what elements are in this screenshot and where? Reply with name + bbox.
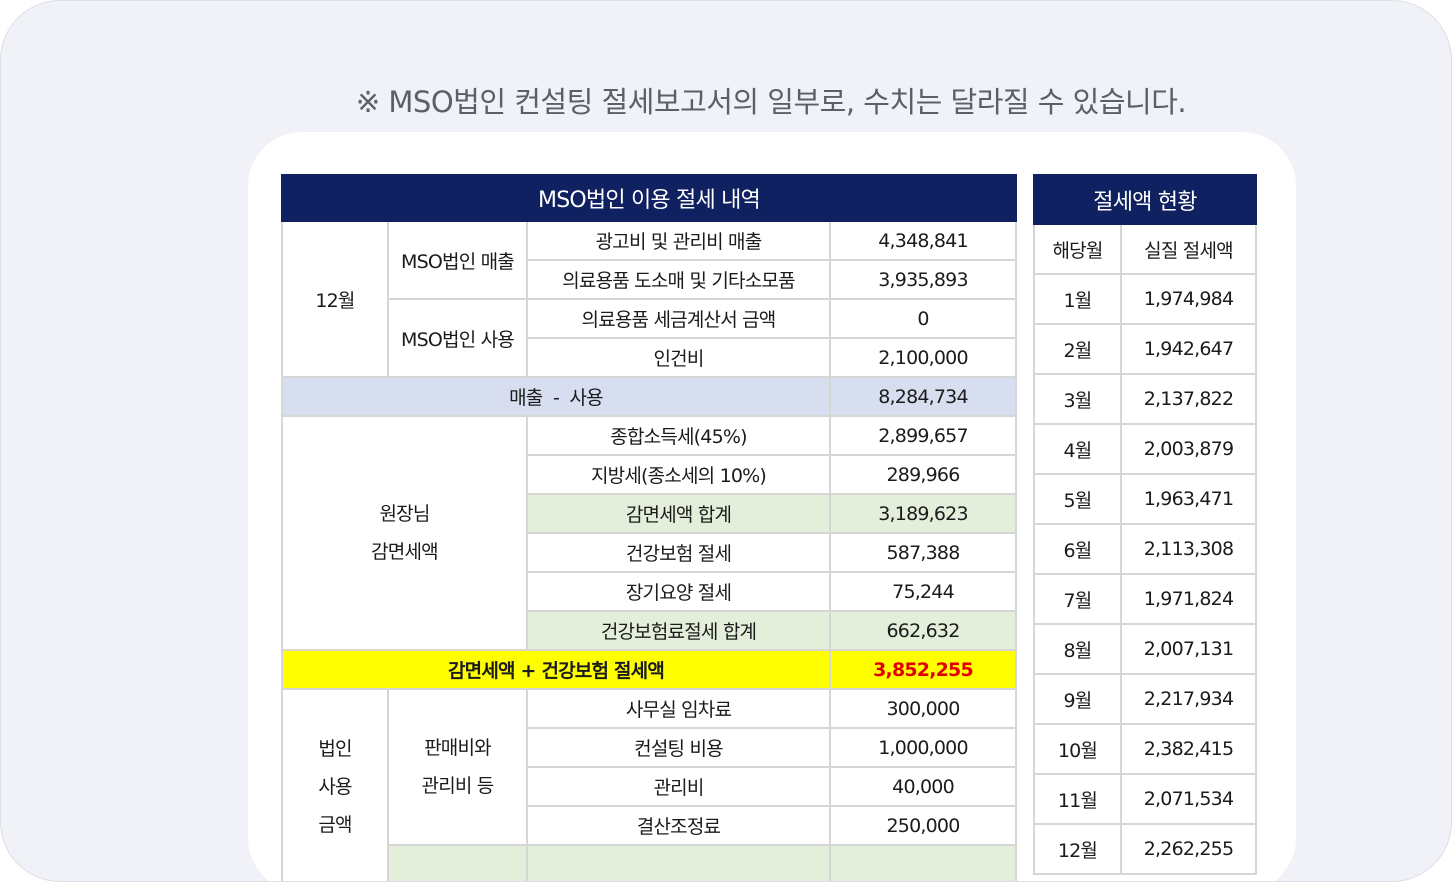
month-cell: 12월 [1033, 823, 1122, 875]
row-value: 289,966 [828, 454, 1018, 495]
month-cell: 7월 [1033, 573, 1122, 625]
col-header-amount: 실질 절세액 [1120, 223, 1257, 275]
main-table-title: MSO법인 이용 절세 내역 [280, 174, 1018, 222]
mso-usage-label: MSO법인 사용 [387, 298, 528, 378]
month-cell: 9월 [1033, 673, 1122, 725]
row-value: 40,000 [828, 766, 1018, 807]
row-value: 2,899,657 [828, 415, 1018, 456]
row-label: 지방세(종소세의 10%) [526, 454, 831, 495]
row-value: 0 [828, 298, 1018, 339]
row-value: 2,100,000 [828, 337, 1018, 378]
month-cell: 4월 [1033, 423, 1122, 475]
director-tax-label: 원장님 감면세액 [281, 415, 528, 651]
corp-label-line2: 사용 [318, 775, 352, 798]
monthly-savings-table: 절세액 현황 해당월 실질 절세액 1월 1,974,984 2월 1,942,64… [1033, 174, 1257, 875]
amount-cell: 2,003,879 [1120, 423, 1257, 475]
director-label-line2: 감면세액 [371, 541, 439, 563]
month-cell: 6월 [1033, 523, 1122, 575]
total-value: 3,852,255 [828, 649, 1018, 690]
amount-cell: 2,137,822 [1120, 373, 1257, 425]
amount-cell: 2,071,534 [1120, 773, 1257, 825]
month-cell: 1월 [1033, 273, 1122, 325]
sga-label: 판매비와 관리비 등 [387, 688, 528, 846]
row-value: 3,935,893 [828, 259, 1018, 300]
amount-cell: 2,007,131 [1120, 623, 1257, 675]
amount-cell: 1,942,647 [1120, 323, 1257, 375]
month-cell: 3월 [1033, 373, 1122, 425]
director-label-line1: 원장님 [379, 503, 430, 525]
amount-cell: 1,963,471 [1120, 473, 1257, 525]
row-label: 관리비 [526, 766, 831, 807]
amount-cell: 1,974,984 [1120, 273, 1257, 325]
row-value: 587,388 [828, 532, 1018, 573]
row-label: 감면세액 합계 [526, 493, 831, 534]
month-cell: 12월 [281, 220, 389, 378]
row-value: 3,189,623 [828, 493, 1018, 534]
sga-label-line2: 관리비 등 [421, 775, 495, 797]
month-cell: 10월 [1033, 723, 1122, 775]
row-value: 662,632 [828, 610, 1018, 651]
month-cell: 11월 [1033, 773, 1122, 825]
row-value: 1,000,000 [828, 727, 1018, 768]
amount-cell: 2,113,308 [1120, 523, 1257, 575]
row-label: 광고비 및 관리비 매출 [526, 220, 831, 261]
row-value: 4,348,841 [828, 220, 1018, 261]
corp-label-line1: 법인 [318, 737, 352, 760]
report-card: MSO법인 이용 절세 내역 12월 MSO법인 매출 광고비 및 관리비 매출… [248, 132, 1296, 881]
cut-off-row-label [387, 844, 528, 881]
side-table-title: 절세액 현황 [1033, 174, 1257, 225]
amount-cell: 2,382,415 [1120, 723, 1257, 775]
col-header-month: 해당월 [1033, 223, 1122, 275]
corp-usage-label: 법인 사용 금액 [281, 688, 389, 881]
row-label: 인건비 [526, 337, 831, 378]
row-label: 컨설팅 비용 [526, 727, 831, 768]
diff-value: 8,284,734 [828, 376, 1018, 417]
total-label: 감면세액 + 건강보험 절세액 [281, 649, 831, 690]
sga-label-line1: 판매비와 [424, 737, 492, 759]
row-value: 300,000 [828, 688, 1018, 729]
disclaimer-notice: ※ MSO법인 컨설팅 절세보고서의 일부로, 수치는 달라질 수 있습니다. [355, 85, 1187, 119]
row-value: 250,000 [828, 805, 1018, 846]
mso-tax-saving-table: MSO법인 이용 절세 내역 12월 MSO법인 매출 광고비 및 관리비 매출… [280, 174, 1018, 881]
month-cell: 5월 [1033, 473, 1122, 525]
row-label: 장기요양 절세 [526, 571, 831, 612]
row-label: 의료용품 세금계산서 금액 [526, 298, 831, 339]
mso-revenue-label: MSO법인 매출 [387, 220, 528, 300]
amount-cell: 1,971,824 [1120, 573, 1257, 625]
amount-cell: 2,262,255 [1120, 823, 1257, 875]
diff-label: 매출 - 사용 [281, 376, 831, 417]
month-cell: 2월 [1033, 323, 1122, 375]
amount-cell: 2,217,934 [1120, 673, 1257, 725]
row-label: 건강보험 절세 [526, 532, 831, 573]
month-cell: 8월 [1033, 623, 1122, 675]
row-label: 건강보험료절세 합계 [526, 610, 831, 651]
row-label: 의료용품 도소매 및 기타소모품 [526, 259, 831, 300]
corp-label-line3: 금액 [318, 813, 352, 836]
row-value: 75,244 [828, 571, 1018, 612]
row-label: 결산조정료 [526, 805, 831, 846]
row-label: 사무실 임차료 [526, 688, 831, 729]
row-label: 종합소득세(45%) [526, 415, 831, 456]
